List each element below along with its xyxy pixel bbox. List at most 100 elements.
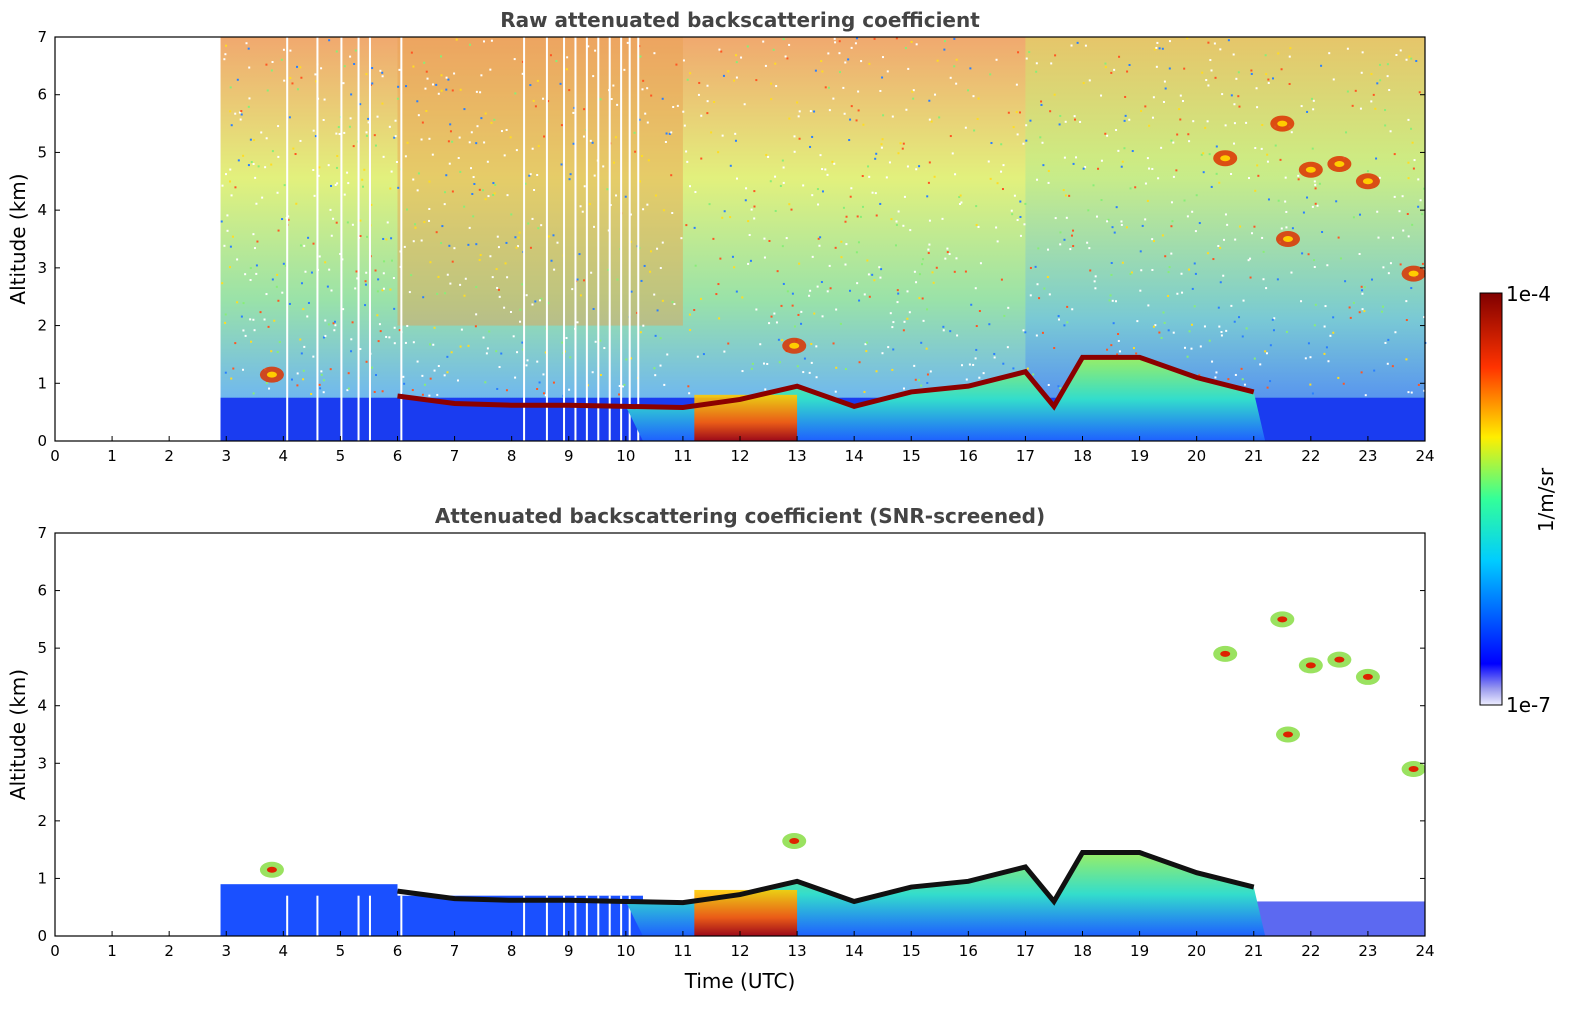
noise-speck [1054,217,1057,220]
noise-speck [1106,348,1109,351]
noise-speck [676,104,679,107]
noise-speck [821,315,824,318]
noise-speck [746,45,749,48]
noise-speck [441,225,444,228]
noise-speck [955,257,958,260]
noise-speck [875,214,878,217]
colorbar-min-label: 1e-7 [1506,693,1551,717]
noise-speck [327,164,330,167]
noise-speck [1023,223,1026,226]
y-tick-label: 7 [37,28,47,46]
noise-speck [1410,127,1413,130]
noise-speck [467,344,470,347]
noise-speck [1254,189,1257,192]
noise-speck [1035,62,1038,65]
noise-speck [1114,300,1117,303]
noise-speck [1290,131,1293,134]
noise-speck [469,43,472,46]
noise-speck [902,142,905,145]
noise-speck [381,390,384,393]
noise-speck [835,308,838,311]
noise-speck [433,326,436,329]
noise-speck [317,174,320,177]
noise-speck [1306,110,1309,113]
noise-speck [735,76,738,79]
noise-speck [312,242,315,245]
noise-speck [713,101,716,104]
noise-speck [671,301,674,304]
data-gap [368,895,371,936]
noise-speck [1146,199,1149,202]
noise-speck [350,338,353,341]
noise-speck [483,40,486,43]
noise-speck [741,370,744,373]
noise-speck [811,255,814,258]
noise-speck [470,167,473,170]
colorbar-label: 1/m/sr [1534,467,1558,532]
noise-speck [911,90,914,93]
noise-speck [280,58,283,61]
noise-speck [536,173,539,176]
noise-speck [1393,153,1396,156]
noise-speck [654,194,657,197]
noise-speck [960,364,963,367]
noise-speck [247,164,250,167]
noise-speck [769,180,772,183]
noise-speck [1387,338,1390,341]
noise-speck [445,76,448,79]
noise-speck [912,89,915,92]
noise-speck [856,215,859,218]
noise-speck [1387,272,1390,275]
noise-speck [776,270,779,273]
noise-speck [1207,41,1210,44]
noise-speck [974,287,977,290]
noise-speck [456,379,459,382]
noise-speck [276,273,279,276]
noise-speck [828,264,831,267]
data-gap [574,37,577,441]
noise-speck [670,174,673,177]
noise-speck [1217,244,1220,247]
noise-speck [878,266,881,269]
noise-speck [1227,39,1230,42]
noise-speck [1265,352,1268,355]
noise-speck [302,369,305,372]
noise-speck [1108,299,1111,302]
noise-speck [908,311,911,314]
noise-speck [437,365,440,368]
noise-speck [715,293,718,296]
y-axis-label: Altitude (km) [6,173,30,304]
noise-speck [1408,55,1411,58]
noise-speck [568,388,571,391]
noise-speck [1123,147,1126,150]
noise-speck [1230,94,1233,97]
noise-speck [1113,68,1116,71]
noise-speck [616,278,619,281]
noise-speck [1337,236,1340,239]
noise-speck [765,153,768,156]
noise-speck [1100,159,1103,162]
noise-speck [918,297,921,300]
noise-speck [829,287,832,290]
noise-speck [1363,286,1366,289]
cloud-feature-core [1283,731,1293,738]
noise-speck [332,217,335,220]
noise-speck [1289,47,1292,50]
noise-speck [879,276,882,279]
noise-speck [887,346,890,349]
noise-speck [1037,247,1040,250]
noise-speck [1310,97,1313,100]
noise-speck [659,337,662,340]
noise-speck [1221,93,1224,96]
noise-speck [1202,152,1205,155]
noise-speck [1072,229,1075,232]
noise-speck [863,390,866,393]
noise-speck [1205,79,1208,82]
noise-speck [343,65,346,68]
noise-speck [1280,227,1283,230]
noise-speck [764,64,767,67]
noise-speck [1172,141,1175,144]
noise-speck [1213,42,1216,45]
noise-speck [381,102,384,105]
cloud-feature-core [1334,656,1345,663]
